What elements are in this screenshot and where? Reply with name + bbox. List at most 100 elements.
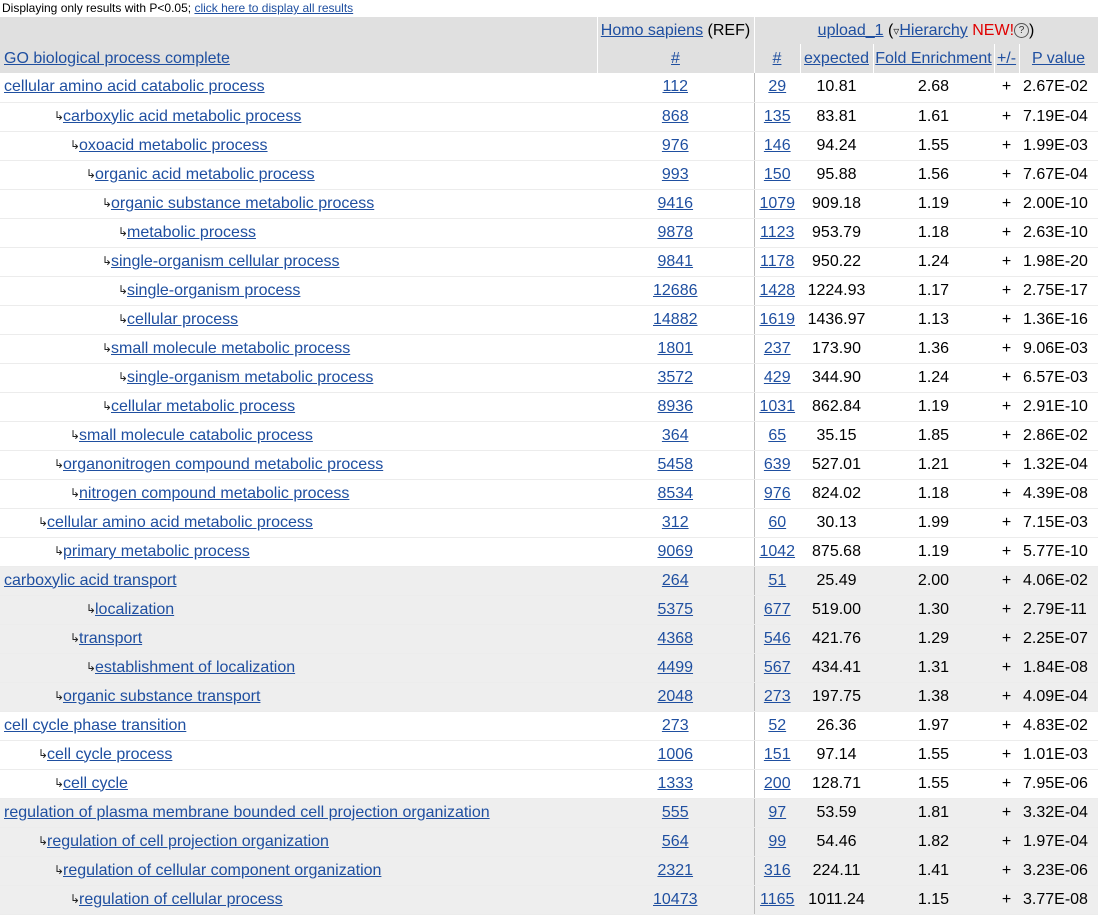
fold-enrichment-sort-link[interactable]: Fold Enrichment (875, 49, 992, 67)
go-term-link[interactable]: cellular metabolic process (111, 397, 296, 415)
count-link[interactable]: 60 (768, 513, 787, 531)
expected-column-header[interactable]: expected (800, 44, 874, 73)
ref-count-link[interactable]: 312 (661, 513, 689, 531)
go-term-link[interactable]: small molecule metabolic process (111, 339, 351, 357)
go-term-link[interactable]: single-organism cellular process (111, 252, 340, 270)
term-column-sort-link[interactable]: GO biological process complete (4, 49, 230, 67)
ref-count-link[interactable]: 112 (662, 78, 688, 96)
go-term-link[interactable]: organic substance transport (63, 687, 261, 705)
go-term-link[interactable]: carboxylic acid metabolic process (63, 107, 302, 125)
fold-enrichment-column-header[interactable]: Fold Enrichment (873, 44, 995, 73)
ref-count-link[interactable]: 273 (661, 716, 689, 734)
go-term-link[interactable]: cell cycle phase transition (4, 716, 187, 734)
ref-count-link[interactable]: 12686 (653, 281, 698, 299)
ref-count-link[interactable]: 9416 (657, 194, 694, 212)
ref-count-link[interactable]: 5458 (657, 455, 694, 473)
count-link[interactable]: 146 (763, 136, 791, 154)
count-link[interactable]: 1178 (760, 252, 795, 270)
go-term-link[interactable]: metabolic process (127, 223, 256, 241)
go-term-link[interactable]: nitrogen compound metabolic process (79, 484, 350, 502)
pvalue-column-header[interactable]: P value (1019, 44, 1099, 73)
count-link[interactable]: 237 (763, 339, 791, 357)
plus-minus-column-header[interactable]: +/- (994, 44, 1020, 73)
count-link[interactable]: 51 (768, 571, 787, 589)
ref-count-link[interactable]: 4368 (657, 629, 694, 647)
ref-count-link[interactable]: 868 (661, 107, 689, 125)
ref-count-link[interactable]: 976 (661, 136, 689, 154)
count-link[interactable]: 1042 (759, 542, 796, 560)
go-term-link[interactable]: regulation of cellular component organiz… (63, 861, 382, 879)
ref-count-link[interactable]: 8936 (657, 397, 694, 415)
count-link[interactable]: 639 (763, 455, 791, 473)
go-term-link[interactable]: single-organism process (127, 281, 301, 299)
ref-count-link[interactable]: 9069 (657, 542, 694, 560)
count-link[interactable]: 567 (763, 658, 791, 676)
count-link[interactable]: 677 (763, 600, 791, 618)
count-link[interactable]: 200 (763, 774, 791, 792)
count-link[interactable]: 1428 (759, 281, 796, 299)
count-link[interactable]: 29 (768, 78, 787, 96)
ref-count-link[interactable]: 364 (661, 426, 689, 444)
go-term-link[interactable]: organic acid metabolic process (95, 165, 315, 183)
ref-count-sort-link[interactable]: # (671, 49, 680, 67)
go-term-link[interactable]: establishment of localization (95, 658, 296, 676)
ref-count-link[interactable]: 555 (661, 803, 689, 821)
ref-count-link[interactable]: 5375 (657, 600, 694, 618)
ref-count-link[interactable]: 3572 (657, 368, 694, 386)
go-term-link[interactable]: organonitrogen compound metabolic proces… (63, 455, 384, 473)
ref-count-link[interactable]: 8534 (657, 484, 694, 502)
go-term-link[interactable]: cellular process (127, 310, 239, 328)
ref-count-link[interactable]: 1801 (657, 339, 694, 357)
term-column-header[interactable]: GO biological process complete (0, 44, 598, 73)
homo-sapiens-link[interactable]: Homo sapiens (600, 21, 704, 39)
go-term-link[interactable]: transport (79, 629, 143, 647)
count-link[interactable]: 99 (768, 832, 787, 850)
count-link[interactable]: 1165 (760, 890, 795, 908)
count-sort-link[interactable]: # (772, 49, 782, 67)
count-column-header[interactable]: # (754, 44, 801, 73)
count-link[interactable]: 151 (763, 745, 791, 763)
ref-count-link[interactable]: 9878 (657, 223, 694, 241)
pvalue-sort-link[interactable]: P value (1031, 49, 1086, 67)
ref-count-link[interactable]: 2321 (657, 861, 694, 879)
ref-count-link[interactable]: 10473 (653, 890, 698, 908)
go-term-link[interactable]: cellular amino acid catabolic process (4, 78, 265, 96)
go-term-link[interactable]: small molecule catabolic process (79, 426, 313, 444)
go-term-link[interactable]: regulation of cell projection organizati… (47, 832, 329, 850)
go-term-link[interactable]: carboxylic acid transport (4, 571, 177, 589)
count-link[interactable]: 150 (763, 165, 791, 183)
count-link[interactable]: 52 (768, 716, 787, 734)
count-link[interactable]: 1123 (760, 223, 795, 241)
count-link[interactable]: 1031 (759, 397, 796, 415)
count-link[interactable]: 316 (763, 861, 791, 879)
ref-count-column-header[interactable]: # (597, 44, 755, 73)
count-link[interactable]: 546 (763, 629, 791, 647)
ref-count-link[interactable]: 4499 (657, 658, 694, 676)
upload-link[interactable]: upload_1 (817, 21, 884, 39)
count-link[interactable]: 1619 (759, 310, 796, 328)
go-term-link[interactable]: cell cycle (63, 774, 128, 792)
hierarchy-link[interactable]: Hierarchy (899, 21, 968, 39)
go-term-link[interactable]: regulation of plasma membrane bounded ce… (4, 803, 490, 821)
count-link[interactable]: 97 (768, 803, 787, 821)
expected-sort-link[interactable]: expected (804, 49, 869, 67)
ref-count-link[interactable]: 264 (661, 571, 689, 589)
go-term-link[interactable]: regulation of cellular process (79, 890, 283, 908)
ref-count-link[interactable]: 993 (661, 165, 689, 183)
ref-count-link[interactable]: 1006 (657, 745, 694, 763)
ref-count-link[interactable]: 9841 (657, 252, 694, 270)
go-term-link[interactable]: single-organism metabolic process (127, 368, 374, 386)
go-term-link[interactable]: oxoacid metabolic process (79, 136, 268, 154)
count-link[interactable]: 273 (763, 687, 791, 705)
go-term-link[interactable]: organic substance metabolic process (111, 194, 375, 212)
count-link[interactable]: 976 (763, 484, 791, 502)
show-all-results-link[interactable]: click here to display all results (194, 1, 354, 15)
count-link[interactable]: 429 (763, 368, 791, 386)
go-term-link[interactable]: primary metabolic process (63, 542, 250, 560)
go-term-link[interactable]: localization (95, 600, 175, 618)
ref-count-link[interactable]: 564 (661, 832, 689, 850)
ref-count-link[interactable]: 1333 (657, 774, 694, 792)
count-link[interactable]: 1079 (759, 194, 796, 212)
go-term-link[interactable]: cell cycle process (47, 745, 173, 763)
plus-minus-sort-link[interactable]: +/- (996, 49, 1017, 67)
